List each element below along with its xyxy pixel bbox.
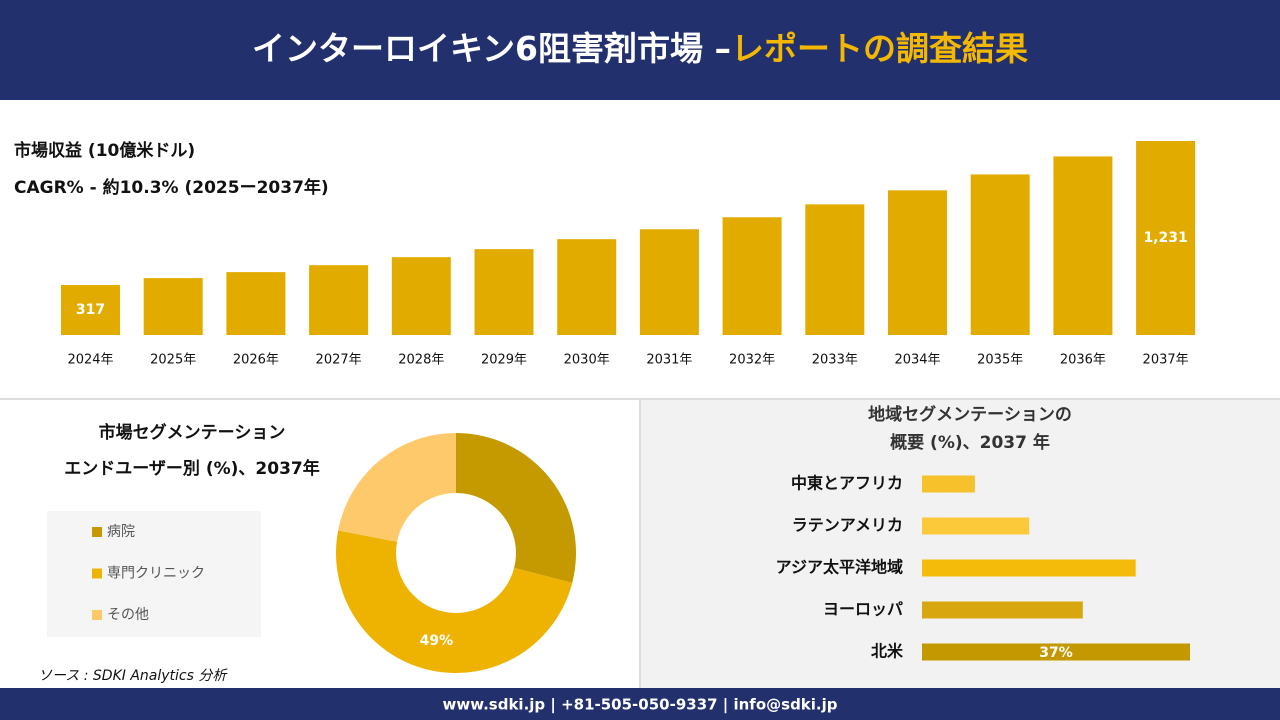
donut-slice (338, 433, 456, 542)
y-tick-label: ヨーロッパ (823, 600, 903, 619)
bar (474, 249, 534, 335)
bar (557, 239, 617, 335)
chart-subtitle: CAGR% - 約10.3% (2025ー2037年) (14, 177, 329, 198)
footer: www.sdki.jp | +81-505-050-9337 | info@sd… (442, 696, 837, 715)
bar (922, 517, 1030, 535)
x-tick-label: 2024年 (67, 353, 113, 368)
x-tick-label: 2033年 (812, 353, 858, 368)
bar (805, 204, 865, 335)
value-label: 37% (1039, 645, 1073, 661)
divider (639, 400, 641, 688)
x-tick-label: 2037年 (1143, 353, 1189, 368)
x-tick-label: 2025年 (150, 353, 196, 368)
legend-label: その他 (107, 607, 149, 623)
legend-swatch (92, 568, 102, 579)
header-title: インターロイキン6阻害剤市場 –レポートの調査結果 (252, 29, 1028, 68)
bar (226, 272, 286, 335)
x-tick-label: 2028年 (398, 353, 444, 368)
donut-slice (456, 433, 576, 583)
legend-box (47, 511, 261, 637)
source: ソース : SDKI Analytics 分析 (38, 668, 228, 684)
y-tick-label: アジア太平洋地域 (776, 558, 903, 577)
title-main: インターロイキン6阻害剤市場 – (252, 29, 731, 68)
legend-label: 病院 (107, 524, 135, 540)
bar (722, 217, 782, 335)
y-tick-label: 中東とアフリカ (791, 474, 903, 493)
x-tick-label: 2036年 (1060, 353, 1106, 368)
value-label: 1,231 (1143, 230, 1187, 246)
bar (922, 559, 1136, 577)
legend-swatch (92, 610, 102, 620)
legend-swatch (92, 527, 102, 537)
donut-slice (335, 530, 573, 674)
bar (888, 190, 947, 335)
x-tick-label: 2035年 (977, 353, 1023, 368)
value-label: 317 (76, 302, 105, 318)
x-tick-label: 2031年 (646, 353, 692, 368)
bar (922, 475, 975, 493)
chart-title: 市場収益 (10億米ドル) (14, 140, 195, 161)
divider (0, 398, 1280, 400)
bar (970, 174, 1030, 335)
x-tick-label: 2027年 (316, 353, 362, 368)
bar (1136, 141, 1196, 335)
chart-title: 概要 (%)、2037 年 (890, 432, 1050, 453)
y-tick-label: ラテンアメリカ (792, 516, 903, 535)
region-panel (641, 400, 1280, 688)
x-tick-label: 2030年 (564, 353, 610, 368)
bar (639, 229, 699, 335)
legend-label: 専門クリニック (107, 566, 205, 582)
footer-bar (0, 688, 1280, 720)
x-tick-label: 2029年 (481, 353, 527, 368)
bar (922, 643, 1190, 661)
bar (922, 601, 1083, 619)
header-bar (0, 0, 1280, 100)
chart-title: 市場セグメンテーション (99, 422, 286, 443)
x-tick-label: 2034年 (894, 353, 940, 368)
chart-title: 地域セグメンテーションの (868, 404, 1072, 425)
x-tick-label: 2026年 (233, 353, 279, 368)
bar (309, 265, 369, 335)
title-highlight: レポートの調査結果 (731, 29, 1028, 68)
bar (61, 285, 120, 335)
bar (1053, 156, 1113, 335)
bar (391, 257, 451, 335)
x-tick-label: 2032年 (729, 353, 775, 368)
value-label: 49% (420, 633, 454, 649)
bar (143, 278, 203, 335)
y-tick-label: 北米 (871, 642, 904, 661)
chart-title: エンドユーザー別 (%)、2037年 (64, 458, 319, 479)
